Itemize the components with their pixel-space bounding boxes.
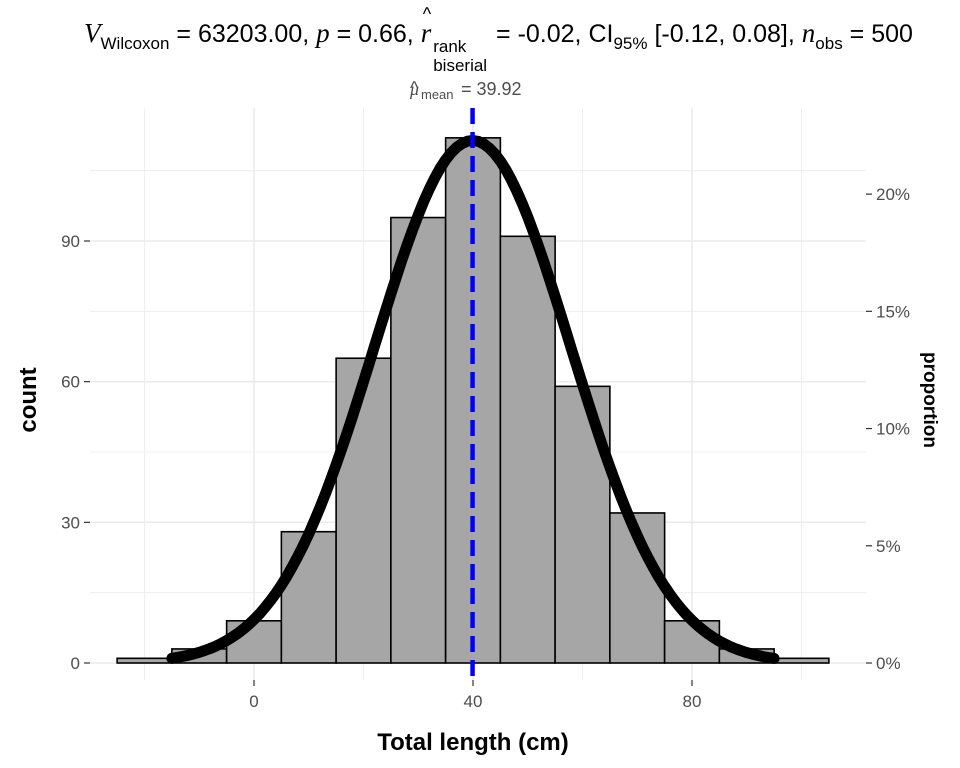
y-tick-label: 90 <box>61 232 80 251</box>
r-superscript: rank <box>433 37 467 56</box>
histogram-bars <box>116 137 830 664</box>
y2-tick-label: 15% <box>876 302 910 321</box>
p-value: = 0.66, <box>336 20 414 48</box>
y2-tick-label: 10% <box>876 420 910 439</box>
x-tick-label: 80 <box>683 692 702 711</box>
p-symbol: p <box>316 18 330 48</box>
grid-lines <box>90 108 866 680</box>
n-subscript: obs <box>815 34 843 53</box>
histogram-bar <box>773 657 830 664</box>
ci-symbol: CI <box>588 20 614 48</box>
v-value: = 63203.00, <box>176 20 310 48</box>
y2-tick-label: 20% <box>876 185 910 204</box>
y2-tick-label: 5% <box>876 537 901 556</box>
ci-subscript: 95% <box>613 34 648 53</box>
mean-hat: ^ <box>410 78 419 98</box>
r-hat: ^ r <box>420 4 432 48</box>
r-value: = -0.02, <box>496 20 582 48</box>
y-tick-label: 30 <box>61 513 80 532</box>
r-scripts: rank biserial <box>433 37 487 75</box>
x-tick-label: 40 <box>464 692 483 711</box>
mean-label: ^ μ mean = 39.92 <box>409 78 522 102</box>
ci-value: [-0.12, 0.08], <box>654 20 795 48</box>
mean-value: = 39.92 <box>461 79 522 99</box>
v-symbol: V <box>84 18 101 48</box>
histogram-bar <box>280 530 337 664</box>
y2-axis-label: proportion <box>919 352 940 448</box>
y-axis-label: count <box>15 367 42 432</box>
r-symbol: r <box>420 18 432 48</box>
histogram-bar <box>499 235 556 664</box>
n-value: = 500 <box>849 20 913 48</box>
histogram-bar <box>335 357 392 664</box>
y2-tick-label: 0% <box>876 654 901 673</box>
mean-subscript: mean <box>421 87 454 102</box>
v-subscript: Wilcoxon <box>100 34 170 53</box>
y-tick-label: 60 <box>61 373 80 392</box>
x-axis-label: Total length (cm) <box>377 729 569 756</box>
n-symbol: n <box>801 18 816 48</box>
x-tick-label: 0 <box>249 692 258 711</box>
mean-symbol: μ <box>409 79 419 99</box>
y-tick-label: 0 <box>71 654 80 673</box>
chart-subtitle-stats: VWilcoxon = 63203.00, p = 0.66, ^ r rank bi… <box>84 4 913 75</box>
r-subscript: biserial <box>433 56 488 75</box>
histogram-bar <box>116 657 173 664</box>
axis-ticks: 0 40 80 0 30 60 90 0% 5% 10% 15% 20% <box>61 185 910 711</box>
